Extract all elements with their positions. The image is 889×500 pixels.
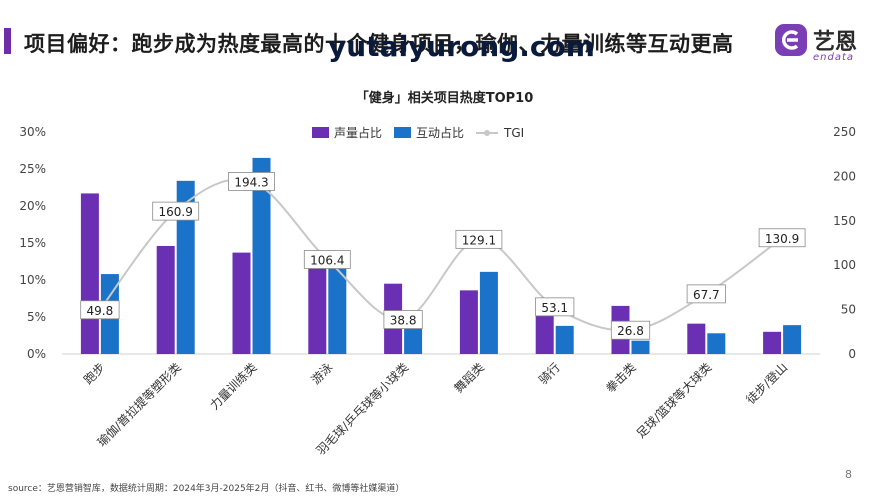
y-left-tick-label: 25%	[19, 162, 46, 176]
tgi-data-label: 194.3	[234, 175, 268, 189]
legend-swatch	[312, 127, 329, 138]
tgi-data-label: 49.8	[87, 304, 114, 318]
bar-volume	[763, 331, 782, 354]
tgi-label-box	[535, 297, 575, 317]
y-left-tick-label: 30%	[19, 125, 46, 139]
y-left-tick-label: 0%	[27, 347, 46, 361]
tgi-data-label: 53.1	[541, 301, 568, 315]
tgi-label-box	[610, 320, 651, 340]
tgi-label-box	[686, 284, 726, 304]
x-category-label: 拳击类	[603, 360, 639, 396]
tgi-label-box	[303, 250, 351, 269]
x-category-label: 徒步/登山	[743, 360, 790, 407]
bar-volume	[232, 252, 251, 354]
bar-volume	[156, 245, 175, 354]
x-category-label: 骑行	[536, 360, 563, 387]
bar-interaction	[479, 271, 498, 354]
bar-interaction	[783, 325, 802, 354]
y-right-tick-label: 250	[833, 125, 856, 139]
y-right-tick-label: 150	[833, 214, 856, 228]
bar-volume	[459, 290, 478, 354]
tgi-data-label: 130.9	[765, 232, 799, 246]
bar-interaction	[176, 180, 195, 354]
legend-label: 互动占比	[416, 125, 464, 140]
x-category-label: 足球/篮球等大球类	[633, 360, 714, 441]
legend-swatch	[394, 127, 411, 138]
y-right-tick-label: 0	[848, 347, 856, 361]
x-category-label: 舞蹈类	[452, 360, 487, 395]
legend-label: TGI	[503, 126, 524, 140]
logo-text-en: endata	[813, 52, 855, 63]
y-right-tick-label: 200	[833, 169, 856, 183]
bar-interaction	[555, 325, 574, 354]
watermark: yutaiyurong.com	[328, 30, 595, 63]
bar-interaction	[404, 325, 423, 354]
page-number: 8	[845, 468, 852, 481]
tgi-line	[99, 178, 783, 332]
tgi-data-label: 160.9	[159, 205, 193, 219]
y-right-tick-label: 100	[833, 258, 856, 272]
bar-interaction	[707, 333, 726, 354]
y-left-tick-label: 10%	[19, 273, 46, 287]
title-bar: 项目偏好：跑步成为热度最高的十个健身项目，瑜伽、力量训练等互动更高 yutaiy…	[0, 0, 889, 82]
bar-volume	[308, 267, 327, 354]
slide-title: 项目偏好：跑步成为热度最高的十个健身项目，瑜伽、力量训练等互动更高	[24, 32, 734, 56]
tgi-label-box	[455, 229, 503, 249]
bar-interaction	[631, 340, 650, 354]
x-category-label: 力量训练类	[207, 360, 260, 413]
x-category-label: 游泳	[309, 360, 336, 387]
bar-volume	[80, 193, 99, 354]
bar-interaction	[252, 157, 271, 354]
tgi-data-label: 67.7	[693, 288, 720, 302]
x-category-label: 跑步	[81, 360, 108, 387]
tgi-data-label: 129.1	[462, 233, 496, 247]
source-note: source：艺恩营销智库，数据统计周期：2024年3月-2025年2月（抖音、…	[8, 484, 405, 494]
tgi-label-box	[228, 172, 275, 191]
tgi-data-label: 106.4	[310, 254, 344, 268]
tgi-label-box	[80, 300, 120, 320]
y-left-tick-label: 15%	[19, 236, 46, 250]
y-left-tick-label: 20%	[19, 199, 46, 213]
tgi-data-label: 38.8	[390, 314, 417, 328]
logo-text-cn: 艺恩	[813, 30, 858, 55]
chart-title: 「健身」相关项目热度TOP10	[355, 91, 534, 106]
title-accent	[4, 28, 11, 54]
bar-volume	[687, 323, 706, 354]
x-category-label: 瑜伽/普拉提等塑形类	[94, 360, 184, 450]
tgi-label-box	[383, 310, 423, 329]
tgi-label-box	[152, 201, 200, 221]
tgi-label-box	[758, 228, 806, 248]
y-left-tick-label: 5%	[27, 310, 46, 324]
legend-label: 声量占比	[334, 125, 382, 140]
y-right-tick-label: 50	[841, 303, 856, 317]
tgi-data-label: 26.8	[617, 324, 644, 338]
brand-logo: 艺恩 endata	[775, 22, 885, 68]
logo-icon	[775, 24, 807, 56]
legend-line-marker	[484, 130, 490, 136]
bar-interaction	[328, 266, 347, 354]
